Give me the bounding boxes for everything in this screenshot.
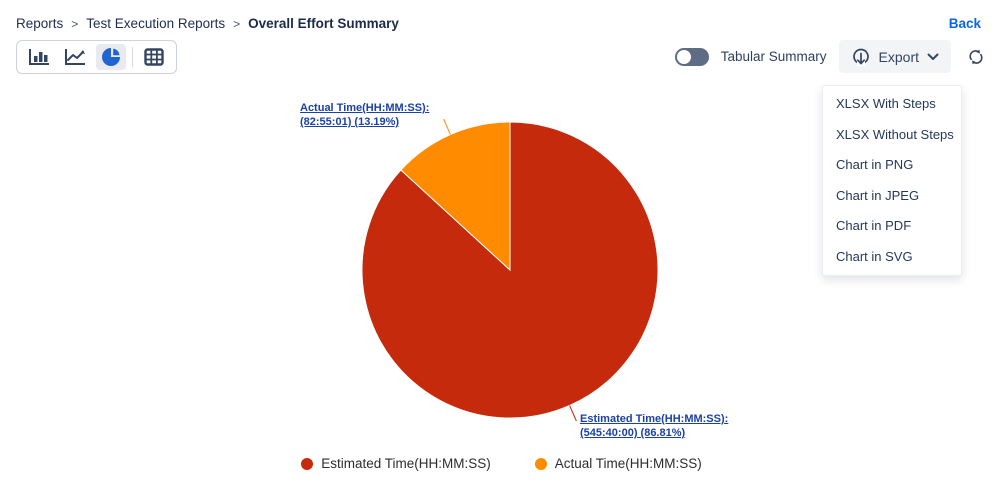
export-button-label: Export <box>878 48 919 65</box>
data-label-line2: (545:40:00) (86.81%) <box>580 427 686 439</box>
legend-marker-actual <box>534 457 547 470</box>
chevron-down-icon <box>927 53 939 61</box>
line-chart-button[interactable] <box>60 44 90 70</box>
bar-chart-icon <box>28 48 50 66</box>
toolbar-divider <box>132 47 133 67</box>
pie-slice-1[interactable] <box>400 121 511 272</box>
menu-item-chart-in-jpeg[interactable]: Chart in JPEG <box>836 187 920 203</box>
refresh-icon <box>967 48 985 66</box>
export-button[interactable]: Export <box>838 40 951 73</box>
tabular-summary-toggle[interactable] <box>674 47 709 66</box>
data-label-line1: Actual Time(HH:MM:SS): <box>300 102 430 114</box>
legend-item-estimated-time[interactable]: Estimated Time(HH:MM:SS) <box>301 456 491 471</box>
breadcrumb-test-execution-reports[interactable]: Test Execution Reports <box>86 16 226 31</box>
bar-chart-button[interactable] <box>24 44 54 70</box>
header-controls: Tabular Summary Export <box>674 40 989 73</box>
breadcrumb-separator: > <box>233 16 241 31</box>
pie-chart <box>361 118 659 422</box>
breadcrumb-reports[interactable]: Reports <box>16 16 64 31</box>
data-label-line2: (82:55:01) (13.19%) <box>300 116 400 128</box>
breadcrumb-separator: > <box>71 16 79 31</box>
data-label-connector <box>569 405 577 422</box>
line-chart-icon <box>64 48 86 66</box>
data-label-actual-time[interactable]: Actual Time(HH:MM:SS): (82:55:01) (13.19… <box>300 101 429 129</box>
chart-type-toolbar <box>16 40 177 74</box>
table-view-button[interactable] <box>139 44 169 70</box>
menu-item-chart-in-svg[interactable]: Chart in SVG <box>836 248 913 264</box>
legend-item-actual-time[interactable]: Actual Time(HH:MM:SS) <box>534 456 702 471</box>
back-button[interactable]: Back <box>948 16 981 31</box>
pie-chart-button[interactable] <box>96 44 126 70</box>
chart-legend: Estimated Time(HH:MM:SS) Actual Time(HH:… <box>0 456 1003 471</box>
data-label-estimated-time[interactable]: Estimated Time(HH:MM:SS): (545:40:00) (8… <box>580 412 728 440</box>
legend-label: Actual Time(HH:MM:SS) <box>554 456 702 471</box>
data-label-connector <box>443 118 451 135</box>
page-title: Overall Effort Summary <box>248 16 399 31</box>
export-dropdown-menu: XLSX With Steps XLSX Without Steps Chart… <box>822 85 962 276</box>
data-label-line1: Estimated Time(HH:MM:SS): <box>580 413 729 425</box>
toggle-knob <box>676 49 691 64</box>
cloud-download-icon <box>851 47 871 67</box>
refresh-button[interactable] <box>963 44 989 70</box>
legend-label: Estimated Time(HH:MM:SS) <box>321 456 491 471</box>
menu-item-chart-in-png[interactable]: Chart in PNG <box>836 157 914 172</box>
pie-chart-icon <box>101 47 121 67</box>
breadcrumb: Reports > Test Execution Reports > Overa… <box>16 16 399 31</box>
tabular-summary-label: Tabular Summary <box>720 49 827 64</box>
table-icon <box>144 48 164 66</box>
menu-item-xlsx-without-steps[interactable]: XLSX Without Steps <box>836 126 954 142</box>
menu-item-xlsx-with-steps[interactable]: XLSX With Steps <box>836 96 936 111</box>
menu-item-chart-in-pdf[interactable]: Chart in PDF <box>836 218 912 233</box>
legend-marker-estimated <box>301 457 314 470</box>
